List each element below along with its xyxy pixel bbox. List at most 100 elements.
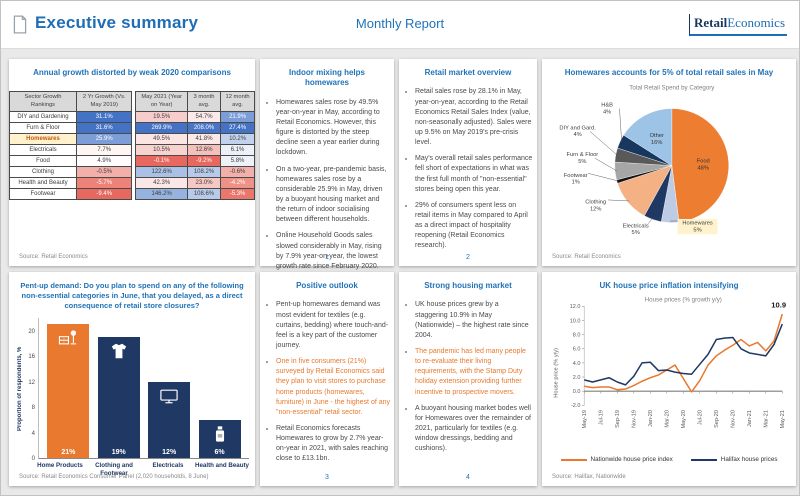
value-cell: -0.6% [220,165,255,178]
x-tick-label: Jan-21 [747,410,753,427]
y-tick-label: 16 [28,354,35,361]
sector-growth-table: Sector Growth Rankings 2 Yr Growth (Vs. M… [9,91,255,200]
pie-label-h-b: H&B 4% [601,103,613,116]
legend-item-halifax-house-prices: Halifax house prices [690,456,777,463]
y-tick-label: 12 [28,379,35,386]
bar-value-label: 19% [111,449,126,456]
y-tick-label: 4.0 [573,361,581,367]
column-header: 3 month avg. [186,91,222,112]
bar-value-label: 6% [214,449,225,456]
card-bar-chart: Pent-up demand: Do you plan to spend on … [9,272,255,486]
y-tick-label: 8.0 [573,333,581,339]
sector-label: Footwear [9,187,77,200]
table-row: Footwear -9.4% 146.2% 108.6% -5.3% [9,187,255,200]
tv-icon [158,387,180,405]
value-cell: -0.1% [135,154,188,167]
value-cell: 41.8% [186,132,222,145]
sector-label: Furn & Floor [9,121,77,134]
value-cell: 19.5% [135,110,188,123]
pie-leader-line [647,218,654,225]
pie-label-clothing: Clothing 12% [585,200,606,213]
line-title: UK house price inflation intensifying [599,281,739,290]
value-cell: -9.2% [186,154,222,167]
value-cell: 49.5% [135,132,188,145]
x-tick-label: Nov-19 [632,410,638,428]
bar-electricals: 12% [148,381,191,458]
value-cell: 25.9% [75,132,133,145]
page-number: 2 [466,254,470,261]
value-cell: -5.3% [220,187,255,200]
bullet-item: Pent-up homewares demand was most eviden… [276,300,390,351]
column-header: 2 Yr Growth (Vs. May 2019) [75,91,133,112]
bullet-list: Homewares sales rose by 49.5% year-on-ye… [264,98,390,272]
page-number: 1 [325,254,329,261]
pie-chart-subtitle: Total Retail Spend by Category [629,85,715,92]
sector-label: Health and Beauty [9,176,77,189]
y-tick-label: 0.0 [573,389,581,395]
report-subtitle: Monthly Report [355,16,445,31]
value-cell: 122.6% [135,165,188,178]
value-cell: 23.0% [186,176,222,189]
value-cell: 42.3% [135,176,188,189]
pie-label-homewares: Homewares 5% [682,221,713,234]
value-cell: 10.5% [135,143,188,156]
furniture-icon [57,329,79,347]
pie-slice-food [671,108,729,223]
value-cell: 31.6% [75,121,133,134]
x-tick-label: Jan-20 [648,410,654,427]
card-growth-table: Annual growth distorted by weak 2020 com… [9,59,255,266]
x-tick-label: Mar-20 [665,410,671,427]
sector-label: DIY and Gardening [9,110,77,123]
logo-text-retail: Retail [694,15,728,30]
bullet-item: Online Household Goods sales slowed cons… [276,231,390,272]
value-cell: 54.7% [186,110,222,123]
value-cell: -4.2% [220,176,255,189]
table-row: Electricals 7.7% 10.5% 12.6% 6.1% [9,143,255,156]
legend-label: Nationwide house price index [590,456,673,464]
x-tick-label: May-20 [681,410,687,428]
y-tick-label: 0 [31,456,35,462]
sector-label: Clothing [9,165,77,178]
x-tick-label: Nov-20 [731,410,737,428]
bullet-item: A buoyant housing market bodes well for … [415,404,533,455]
bar-x-axis: Home Products Clothing and Footwear Electr… [33,459,249,478]
column-header: May 2021 (Year on Year) [135,91,188,112]
bullet-item: 29% of consumers spent less on retail it… [415,201,533,252]
page-title: Executive summary [35,13,199,32]
series-nationwide-house-price-index [584,314,784,394]
legend-item-nationwide-house-price-index: Nationwide house price index [560,456,673,464]
bar-home-products: 21% [47,324,90,458]
value-cell: 269.9% [135,121,188,134]
panel-positive-outlook: Positive outlook Pent-up homewares deman… [260,272,394,486]
pie-title: Homewares accounts for 5% of total retai… [564,68,774,77]
page-number: 3 [325,474,329,481]
value-cell: 6.1% [220,143,255,156]
x-tick-label: Jul-20 [698,410,704,425]
bar-source: Source: Retail Economics Consumer Panel … [19,474,209,480]
value-cell: 27.4% [220,121,255,134]
value-cell: 31.1% [75,110,133,123]
table-row: DIY and Gardening 31.1% 19.5% 54.7% 21.9% [9,110,255,123]
pie-slice-other [623,108,673,167]
value-cell: 10.2% [220,132,255,145]
value-cell: 146.2% [135,187,188,200]
column-header: 12 month avg. [220,91,255,112]
value-cell: 108.2% [186,165,222,178]
x-tick-label: Sep-20 [714,410,720,428]
table-row: Furn & Floor 31.6% 269.9% 208.0% 27.4% [9,121,255,134]
page-number: 4 [466,474,470,481]
pie-label-food: Food 48% [697,159,710,172]
table-row: Food 4.9% -0.1% -9.2% 5.8% [9,154,255,167]
column-header: Sector Growth Rankings [9,91,77,112]
report-header: Executive summary Monthly Report RetailE… [1,1,799,49]
y-tick-label: -2.0 [571,404,581,410]
pie-label-footwear: Footwear 1% [564,173,588,186]
table-title: Annual growth distorted by weak 2020 com… [33,68,231,77]
value-cell: 21.9% [220,110,255,123]
card-pie-chart: Homewares accounts for 5% of total retai… [542,59,796,266]
y-tick-label: 8 [31,405,35,412]
logo-text-economics: Economics [727,15,785,30]
bar-plot-area: 21% 19% 12% 6% [38,318,249,459]
bullet-list: Retail sales rose by 28.1% in May, year-… [403,87,533,251]
x-axis-label: Health and Beauty [195,462,249,469]
